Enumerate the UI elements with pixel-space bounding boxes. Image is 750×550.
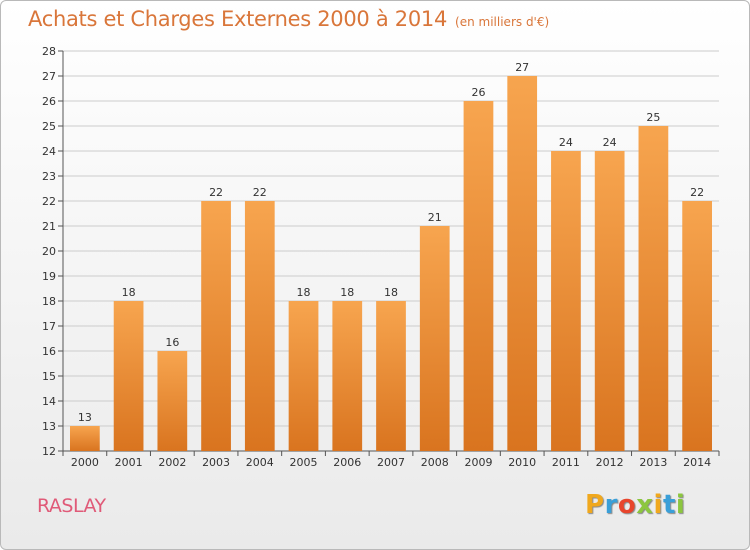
y-tick-label: 13: [42, 420, 56, 433]
y-tick-label: 23: [42, 170, 56, 183]
chart-title: Achats et Charges Externes 2000 à 2014 (e…: [28, 7, 549, 31]
bar-2009: [463, 101, 494, 451]
y-tick-label: 20: [42, 245, 56, 258]
chart-title-main: Achats et Charges Externes 2000 à 2014: [28, 7, 448, 31]
value-label-2012: 24: [603, 136, 617, 149]
bar-2014: [682, 201, 713, 451]
logo-letter: x: [636, 490, 654, 520]
y-tick-label: 18: [42, 295, 56, 308]
logo-letter: P: [585, 490, 605, 520]
x-tick-label-2014: 2014: [683, 456, 711, 469]
bar-2001: [113, 301, 144, 451]
y-tick-label: 26: [42, 95, 56, 108]
x-tick-label-2000: 2000: [71, 456, 99, 469]
bar-2003: [201, 201, 231, 451]
bar-2011: [551, 151, 581, 451]
x-tick-label-2007: 2007: [377, 456, 405, 469]
x-tick-label-2006: 2006: [333, 456, 361, 469]
logo-letter: o: [617, 490, 637, 520]
value-label-2008: 21: [428, 211, 442, 224]
x-tick-label-2005: 2005: [290, 456, 318, 469]
x-tick-label-2011: 2011: [552, 456, 580, 469]
value-label-2002: 16: [165, 336, 179, 349]
value-label-2006: 18: [340, 286, 354, 299]
value-label-2000: 13: [78, 411, 92, 424]
value-label-2004: 22: [253, 186, 267, 199]
x-tick-label-2004: 2004: [246, 456, 274, 469]
value-label-2005: 18: [297, 286, 311, 299]
bar-layer: [69, 76, 713, 451]
value-label-2014: 22: [690, 186, 704, 199]
bar-2005: [288, 301, 319, 451]
x-tick-label-2003: 2003: [202, 456, 230, 469]
logo-letter: i: [653, 490, 663, 520]
y-tick-label: 28: [42, 45, 56, 58]
y-tick-label: 22: [42, 195, 56, 208]
bar-2006: [332, 301, 363, 451]
x-tick-label-2002: 2002: [158, 456, 186, 469]
y-tick-label: 15: [42, 370, 56, 383]
bar-2007: [376, 301, 406, 451]
y-tick-label: 27: [42, 70, 56, 83]
logo-letter: r: [604, 490, 618, 520]
value-label-2011: 24: [559, 136, 573, 149]
x-tick-label-2009: 2009: [464, 456, 492, 469]
x-tick-label-2001: 2001: [115, 456, 143, 469]
x-tick-label-2008: 2008: [421, 456, 449, 469]
bar-2010: [507, 76, 538, 451]
value-label-2001: 18: [122, 286, 136, 299]
x-tick-label-2012: 2012: [596, 456, 624, 469]
chart-unit: (en milliers d'€): [455, 15, 550, 29]
bar-2004: [244, 201, 275, 451]
y-tick-label: 14: [42, 395, 56, 408]
bar-2000: [69, 426, 100, 451]
y-tick-label: 25: [42, 120, 56, 133]
bar-2012: [594, 151, 625, 451]
value-label-2010: 27: [515, 61, 529, 74]
bar-2013: [638, 126, 669, 451]
y-tick-label: 16: [42, 345, 56, 358]
y-tick-label: 12: [42, 445, 56, 458]
x-tick-label-2013: 2013: [639, 456, 667, 469]
bar-2008: [419, 226, 450, 451]
logo-letter: t: [662, 490, 676, 520]
value-label-2003: 22: [209, 186, 223, 199]
y-tick-label: 24: [42, 145, 56, 158]
logo-letter: i: [675, 490, 686, 520]
label-layer: 13 18 16 22 22 18 18 18 21 26 27 24 24 25 22: [78, 61, 704, 424]
commune-name: RASLAY: [37, 495, 106, 517]
bar-2002: [157, 351, 188, 451]
proxiti-logo: Proxiti: [585, 490, 685, 520]
y-tick-label: 19: [42, 270, 56, 283]
y-tick-label: 21: [42, 220, 56, 233]
value-label-2007: 18: [384, 286, 398, 299]
y-tick-label: 17: [42, 320, 56, 333]
x-tick-label-2010: 2010: [508, 456, 536, 469]
value-label-2013: 25: [646, 111, 660, 124]
value-label-2009: 26: [471, 86, 485, 99]
